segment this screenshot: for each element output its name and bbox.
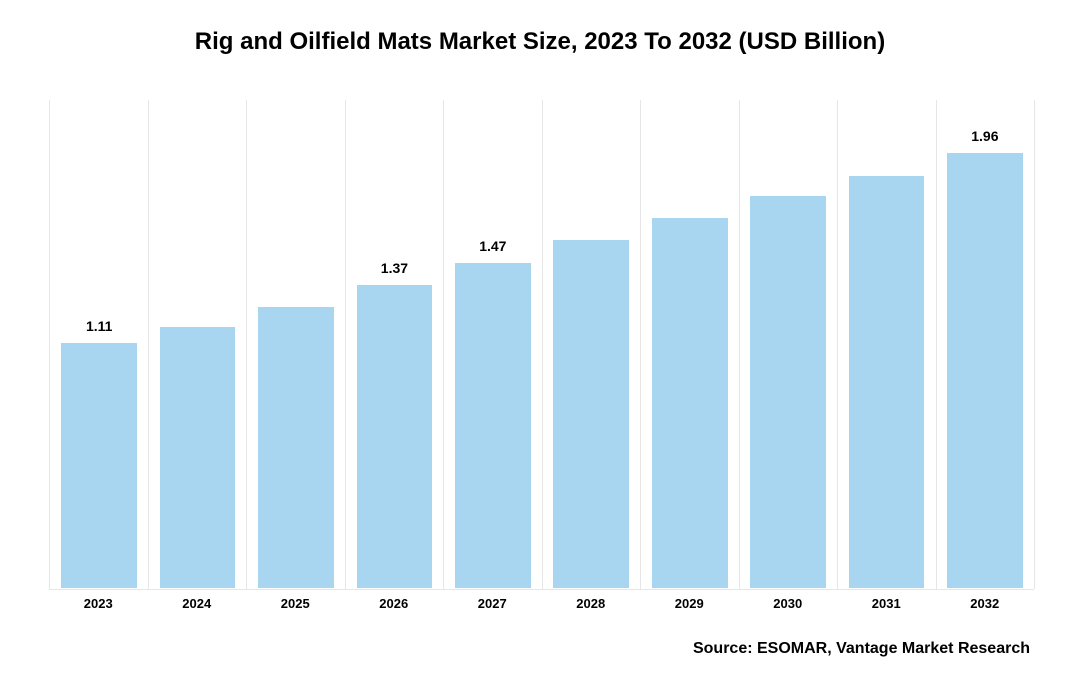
- gridline: [345, 100, 346, 589]
- gridline: [837, 100, 838, 589]
- x-axis-label: 2028: [542, 596, 641, 611]
- bar: [651, 217, 729, 589]
- bar: [454, 262, 532, 589]
- bar: [552, 239, 630, 589]
- bar: [60, 342, 138, 589]
- gridline: [1034, 100, 1035, 589]
- bar: [159, 326, 237, 589]
- bar-slot: [247, 100, 345, 589]
- gridline: [739, 100, 740, 589]
- bar-slot: [739, 100, 837, 589]
- gridline: [542, 100, 543, 589]
- bar-slot: 1.11: [50, 100, 148, 589]
- gridline: [936, 100, 937, 589]
- gridline: [148, 100, 149, 589]
- x-axis-label: 2024: [148, 596, 247, 611]
- plot-area: 1.11 1.371.47 1.96: [49, 100, 1034, 590]
- x-axis-label: 2027: [443, 596, 542, 611]
- x-axis-label: 2029: [640, 596, 739, 611]
- bar-slot: 1.37: [345, 100, 443, 589]
- x-axis-label: 2025: [246, 596, 345, 611]
- bar-value-label: 1.37: [345, 260, 443, 276]
- bar: [848, 175, 926, 589]
- bar-slot: [640, 100, 738, 589]
- chart-title: Rig and Oilfield Mats Market Size, 2023 …: [0, 0, 1080, 56]
- bar-slot: 1.47: [444, 100, 542, 589]
- x-axis-label: 2030: [739, 596, 838, 611]
- x-axis-label: 2026: [345, 596, 444, 611]
- bar: [946, 152, 1024, 589]
- gridline: [443, 100, 444, 589]
- gridline: [246, 100, 247, 589]
- bar-slot: 1.96: [936, 100, 1034, 589]
- x-axis-label: 2023: [49, 596, 148, 611]
- bar-slot: [837, 100, 935, 589]
- x-axis-label: 2032: [936, 596, 1035, 611]
- bar-slot: [148, 100, 246, 589]
- gridline: [640, 100, 641, 589]
- bar-value-label: 1.11: [50, 318, 148, 334]
- bar-value-label: 1.47: [444, 238, 542, 254]
- bar-value-label: 1.96: [936, 128, 1034, 144]
- x-axis-labels: 2023202420252026202720282029203020312032: [49, 596, 1034, 611]
- bar: [749, 195, 827, 589]
- bar: [356, 284, 434, 589]
- source-attribution: Source: ESOMAR, Vantage Market Research: [693, 640, 1030, 658]
- bar: [257, 306, 335, 589]
- bar-slot: [542, 100, 640, 589]
- x-axis-label: 2031: [837, 596, 936, 611]
